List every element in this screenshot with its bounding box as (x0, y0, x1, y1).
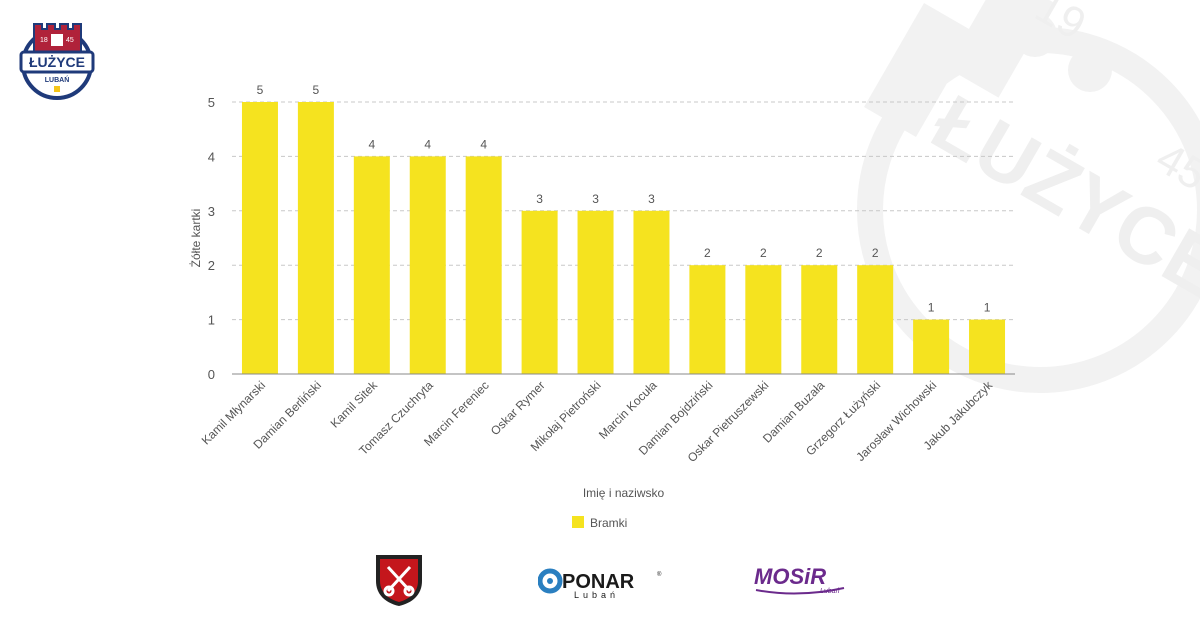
x-axis-title: Imię i naziwsko (583, 486, 665, 500)
city-coat-of-arms-logo (376, 555, 422, 606)
bar[interactable] (353, 156, 390, 374)
club-crest-watermark: ŁUŻYCE 19 45 (857, 0, 1200, 393)
bar-value-label: 3 (592, 192, 599, 206)
bar[interactable] (577, 210, 614, 374)
y-tick-label: 5 (208, 95, 215, 110)
y-axis-title: Żółte kartki (189, 209, 203, 268)
logo-club-city: LUBAŃ (45, 75, 70, 84)
bar[interactable] (689, 265, 726, 374)
bar-value-label: 5 (313, 83, 320, 97)
club-logo: 18 45 ŁUŻYCE LUBAŃ (19, 23, 95, 100)
bar[interactable] (969, 319, 1006, 374)
bar-value-label: 2 (704, 246, 711, 260)
bar[interactable] (913, 319, 950, 374)
legend-swatch-bramki (572, 516, 584, 528)
ponar-luban-logo: PONAR ® Lubań (538, 568, 662, 600)
mosir-luban-logo: MOSiR Lubań (754, 564, 845, 595)
bars (241, 102, 1006, 374)
bar-value-label: 2 (872, 246, 879, 260)
bar[interactable] (241, 102, 278, 374)
bar-value-label: 4 (480, 137, 487, 151)
mosir-name: MOSiR (754, 564, 826, 589)
y-tick-label: 3 (208, 204, 215, 219)
bar[interactable] (465, 156, 502, 374)
bar-value-label: 2 (816, 246, 823, 260)
bar-value-labels: 5 5 4 4 4 3 3 3 2 2 2 2 1 1 (257, 83, 991, 315)
bar[interactable] (857, 265, 894, 374)
ponar-registered-mark: ® (657, 571, 662, 578)
y-tick-label: 0 (208, 367, 215, 382)
x-category-label: Oskar Rymer (488, 378, 548, 438)
legend-label-bramki: Bramki (590, 516, 627, 530)
bar-value-label: 1 (928, 301, 935, 315)
y-tick-label: 4 (208, 149, 215, 164)
bar[interactable] (297, 102, 334, 374)
ponar-city: Lubań (574, 590, 619, 600)
bar-value-label: 1 (984, 301, 991, 315)
bar[interactable] (633, 210, 670, 374)
y-tick-label: 2 (208, 258, 215, 273)
ponar-name: PONAR (562, 571, 635, 593)
bar-value-label: 5 (257, 83, 264, 97)
y-axis-ticks: 0 1 2 3 4 5 (208, 95, 215, 382)
logo-club-name: ŁUŻYCE (29, 54, 85, 70)
x-category-label: Kamil Sitek (328, 378, 381, 431)
logo-year-left: 18 (40, 37, 48, 44)
bar[interactable] (801, 265, 838, 374)
bar-value-label: 2 (760, 246, 767, 260)
bar-value-label: 4 (368, 137, 375, 151)
legend[interactable]: Bramki (572, 516, 627, 530)
y-tick-label: 1 (208, 313, 215, 328)
bar-value-label: 3 (648, 192, 655, 206)
ponar-ring-icon (538, 568, 563, 594)
logo-year-right: 45 (66, 37, 74, 44)
mosir-city: Lubań (820, 588, 840, 595)
bar[interactable] (409, 156, 446, 374)
grid-lines (232, 101, 1015, 321)
bar[interactable] (521, 210, 558, 374)
keys-icon (51, 34, 63, 46)
bar-value-label: 3 (536, 192, 543, 206)
bar[interactable] (745, 265, 782, 374)
bar-value-label: 4 (424, 137, 431, 151)
crossed-keys-icon (383, 565, 415, 597)
